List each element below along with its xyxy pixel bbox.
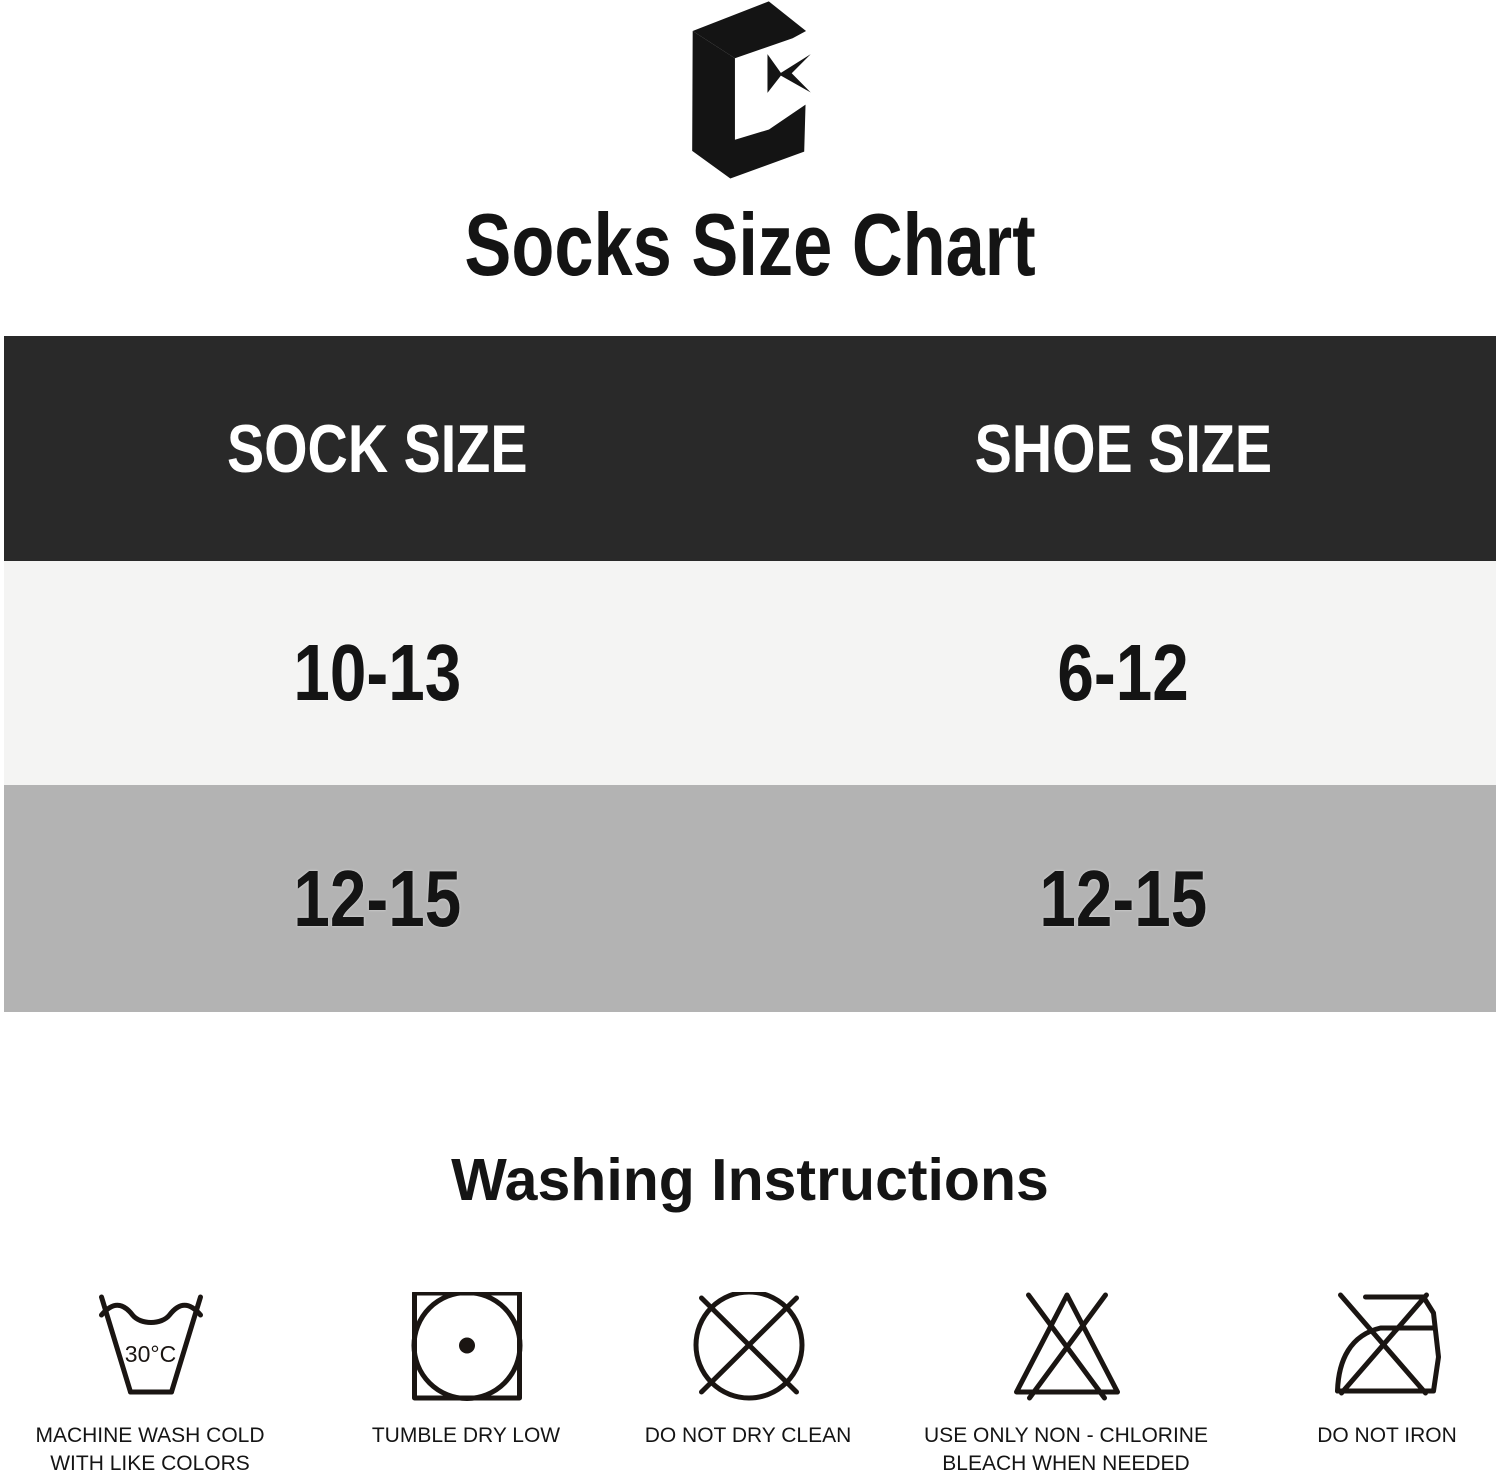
svg-text:30°C: 30°C [125,1341,176,1367]
